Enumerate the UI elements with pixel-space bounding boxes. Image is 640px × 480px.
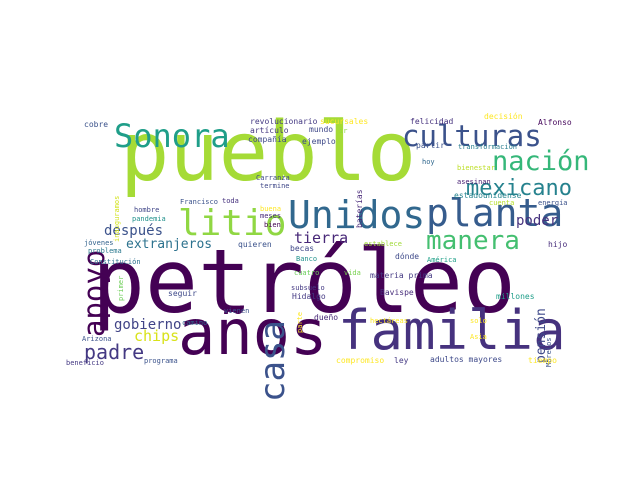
word-termine: termine [260,182,290,190]
word-donde: dónde [395,252,420,261]
word-chips: chips [134,327,180,345]
word-subsuelo: subsuelo [291,284,325,292]
word-problema: problema [88,247,122,255]
word-alfonso: Alfonso [538,118,572,127]
word-inauguramos: inauguramos [113,195,121,243]
word-america: América [427,256,457,264]
word-hijo: hijo [548,240,568,249]
word-hoy: hoy [422,158,435,166]
word-nacion: nación [492,146,590,177]
word-cloud: petróleo pueblo años familia Unidos planta lit… [66,112,590,402]
word-cuenta: cuenta [489,199,515,207]
word-establece: establece [364,240,402,248]
word-bavispe: Bavispe [380,288,414,297]
word-pandemia: pandemia [132,215,166,223]
word-bienestar: bienestar [457,164,495,172]
word-manera: manera [426,226,520,256]
word-despues: después [104,223,164,239]
word-litio: litio [178,203,287,244]
word-hectareas: hectáreas [370,317,408,325]
word-buena: buena [260,205,282,213]
word-decision: decisión [484,112,523,121]
word-constitucion: Constitución [90,258,141,266]
word-cuatro: cuatro [294,269,320,277]
word-bien: bien [264,221,281,229]
word-ejemplo: ejemplo [302,137,336,146]
word-felicidad: felicidad [410,117,454,126]
word-millones: millones [496,292,535,301]
word-adultos-mayores: adultos mayores [430,355,503,364]
word-revolucionario: revolucionario [250,117,318,126]
word-sucursales: sucursales [320,117,369,126]
word-asesinan: asesinan [457,178,491,186]
word-articulo: artículo [250,126,289,135]
word-parte: parte [296,311,304,333]
word-mexicano: mexicano [466,176,572,201]
word-energia: energía [538,199,568,207]
word-planta: planta [426,191,564,235]
word-tiempo: tiempo [528,356,557,365]
word-cobre: cobre [84,120,109,129]
word-banco: Banco [296,255,318,263]
word-estadounidense: estadounidense [454,191,522,200]
word-extranjeros: extranjeros [126,237,213,252]
word-camino: camino [182,319,208,327]
word-vida: vida [344,269,361,277]
word-padre: padre [84,340,145,364]
word-transformacion: transformación [458,143,518,151]
word-partir: partir [416,141,445,150]
word-arizona: Arizona [82,335,112,343]
word-dueno: dueño [314,313,339,322]
word-carranza: Carranza [256,174,290,182]
word-mundo: mundo [309,125,334,134]
word-meses: meses [260,212,282,220]
word-beneficio: beneficio [66,359,104,367]
word-sonora: Sonora [114,117,230,155]
word-asia: Asia [470,333,487,341]
word-gobierno: gobierno [114,317,182,333]
word-hidalgo: Hidalgo [292,292,326,301]
word-francisco: Francisco [180,198,218,206]
word-unidos: Unidos [288,193,426,237]
word-seguir: seguir [168,289,197,298]
word-becas: becas [290,244,315,253]
word-familia: familia [338,299,566,362]
word-culturas: culturas [402,119,542,153]
word-casa: casa [253,319,293,402]
word-jovenes: jóvenes [84,239,114,247]
word-anos: años [178,296,328,369]
word-baterias: baterías [355,189,364,229]
word-compania: compañía [248,135,287,144]
word-programa: programa [144,357,178,365]
word-ir: ir [339,127,348,135]
word-vienen: vienen [224,307,250,315]
word-materia-prima: materia prima [370,271,433,280]
word-tierra: tierra [294,229,349,247]
word-solo: solo [470,317,487,325]
word-pueblo: pueblo [120,105,417,200]
word-poder: poder [516,213,559,229]
word-hombre: hombre [134,206,160,214]
word-primer: primer [117,275,125,302]
word-toda: toda [222,197,239,205]
word-compromiso: compromiso [336,356,385,365]
word-petroleo: petróleo [92,230,516,333]
word-ley: ley [394,356,409,365]
word-quieren: quieren [238,240,272,249]
